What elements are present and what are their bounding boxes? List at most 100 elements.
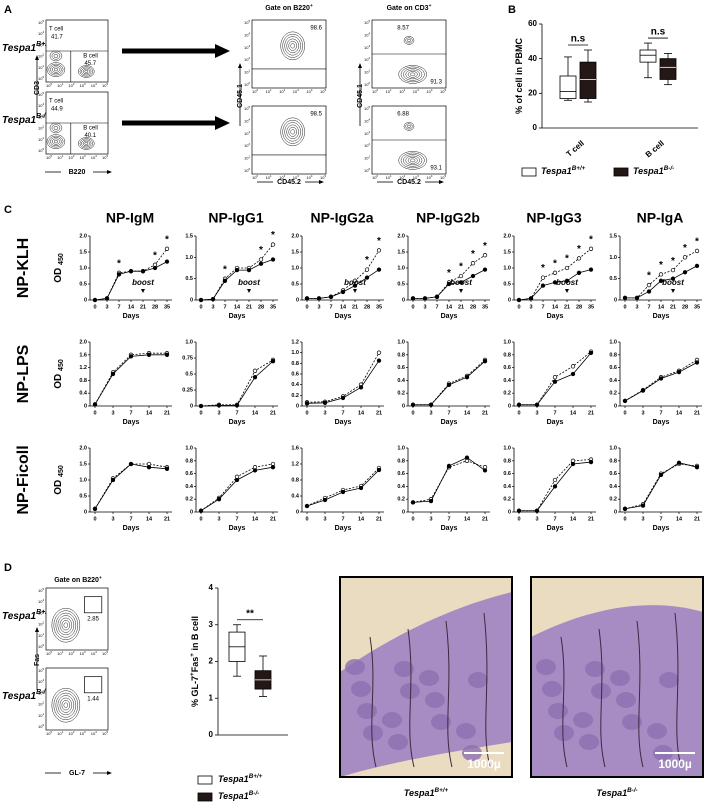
y-tick-label: 0 bbox=[508, 297, 511, 303]
x-tick-label: 21 bbox=[270, 516, 276, 522]
marker bbox=[198, 403, 204, 409]
x-axis-label: Days bbox=[335, 525, 352, 532]
text-part: 10 bbox=[320, 175, 325, 180]
flow-tick-label: 101 bbox=[38, 136, 44, 142]
x-tick-label: 21 bbox=[164, 410, 170, 416]
text-part: 2 bbox=[248, 56, 250, 60]
text-part: 10 bbox=[38, 668, 43, 673]
x-tick-label: B cell bbox=[644, 139, 666, 160]
annotation: * bbox=[659, 260, 663, 271]
text-part: 10 bbox=[252, 175, 257, 180]
text-part: B+/+ bbox=[572, 165, 586, 172]
x-tick-label: 21 bbox=[482, 516, 488, 522]
x-axis-label: Days bbox=[229, 313, 246, 320]
flow-tick-label: 105 bbox=[102, 82, 108, 88]
x-axis-label: Days bbox=[441, 419, 458, 426]
follicle bbox=[554, 725, 574, 741]
x-tick-label: 28 bbox=[258, 304, 264, 310]
contour bbox=[403, 36, 415, 45]
text-part: 5 bbox=[324, 174, 326, 178]
marker bbox=[534, 508, 540, 513]
x-tick-label: 3 bbox=[111, 516, 114, 522]
x-tick-label: 28 bbox=[682, 304, 688, 310]
x-tick-label: 0 bbox=[305, 304, 308, 310]
text-part: B-/- bbox=[664, 165, 675, 172]
image-caption: Tespa1B-/- bbox=[596, 787, 637, 798]
y-tick-label: 0.4 bbox=[503, 484, 512, 490]
x-tick-label: 0 bbox=[93, 304, 96, 310]
row-label: Tespa1B-/- bbox=[2, 113, 48, 125]
contour bbox=[55, 612, 77, 638]
x-tick-label: 0 bbox=[623, 304, 626, 310]
text-part: 10 bbox=[252, 89, 257, 94]
contour bbox=[398, 151, 427, 170]
marker bbox=[328, 294, 334, 299]
y-tick-label: 1.2 bbox=[291, 461, 299, 467]
text-part: 1 bbox=[62, 154, 64, 158]
flow-tick-label: 102 bbox=[279, 88, 285, 94]
annotation: * bbox=[459, 262, 463, 273]
text-part: 10 bbox=[440, 175, 445, 180]
follicle bbox=[345, 659, 365, 675]
annotation: * bbox=[223, 264, 227, 275]
marker bbox=[516, 402, 522, 407]
fold-line bbox=[636, 620, 644, 768]
x-tick-label: 7 bbox=[659, 516, 662, 522]
follicle bbox=[591, 683, 611, 699]
text-part: 10 bbox=[57, 83, 62, 88]
text-part: 10 bbox=[364, 45, 369, 50]
annotation: * bbox=[589, 234, 593, 245]
x-tick-label: 21 bbox=[246, 304, 252, 310]
text-part: 10 bbox=[244, 32, 249, 37]
arrow-head bbox=[238, 63, 242, 68]
marker bbox=[552, 379, 558, 384]
x-tick-label: 7 bbox=[553, 516, 556, 522]
x-tick-label: 7 bbox=[235, 410, 238, 416]
contour bbox=[53, 139, 58, 144]
text-part: 10 bbox=[244, 156, 249, 161]
row-label: Tespa1B+/+ bbox=[2, 609, 51, 621]
flow-tick-label: 104 bbox=[91, 154, 97, 160]
flow-tick-label: 102 bbox=[244, 142, 250, 148]
y-tick-label: 1.5 bbox=[503, 249, 511, 255]
text-part: 450 bbox=[58, 359, 65, 371]
text-part: Gate on CD3 bbox=[387, 5, 429, 12]
text-part: 4 bbox=[95, 730, 97, 734]
contour bbox=[290, 43, 295, 49]
column-title: NP-IgG2a bbox=[310, 210, 373, 226]
marker bbox=[358, 385, 364, 390]
text-part: 10 bbox=[38, 713, 43, 718]
y-tick-label: 1.0 bbox=[291, 265, 299, 271]
series-line bbox=[94, 354, 167, 405]
flow-tick-label: 103 bbox=[244, 130, 250, 136]
flow-tick-label: 103 bbox=[38, 689, 44, 695]
series-line bbox=[412, 460, 486, 503]
marker bbox=[640, 388, 646, 393]
marker bbox=[258, 257, 264, 262]
x-tick-label: 3 bbox=[217, 516, 220, 522]
contour bbox=[61, 620, 71, 631]
contour bbox=[78, 137, 95, 150]
flow-tick-label: 103 bbox=[293, 88, 299, 94]
x-axis-label: Days bbox=[123, 525, 140, 532]
x-tick-label: 21 bbox=[564, 304, 570, 310]
x-axis-label: Days bbox=[441, 313, 458, 320]
x-tick-label: 7 bbox=[447, 516, 450, 522]
y-tick-label: 2.0 bbox=[397, 233, 405, 239]
annotation: boost bbox=[556, 278, 578, 287]
y-tick-label: 1 bbox=[209, 693, 214, 702]
y-tick-label: 0.8 bbox=[397, 352, 405, 358]
marker bbox=[358, 485, 364, 491]
text-part: Tespa1 bbox=[2, 115, 37, 126]
x-axis-label: Days bbox=[229, 525, 246, 532]
text-part: 0 bbox=[42, 147, 44, 151]
flow-tick-label: 105 bbox=[102, 154, 108, 160]
y-tick-label: 1.0 bbox=[185, 445, 193, 451]
y-tick-label: 2.0 bbox=[79, 233, 87, 239]
marker bbox=[482, 468, 488, 473]
text-part: 10 bbox=[38, 42, 43, 47]
marker bbox=[104, 296, 110, 301]
y-tick-label: 0.4 bbox=[185, 484, 194, 490]
gate-value: 98.6 bbox=[310, 26, 322, 32]
